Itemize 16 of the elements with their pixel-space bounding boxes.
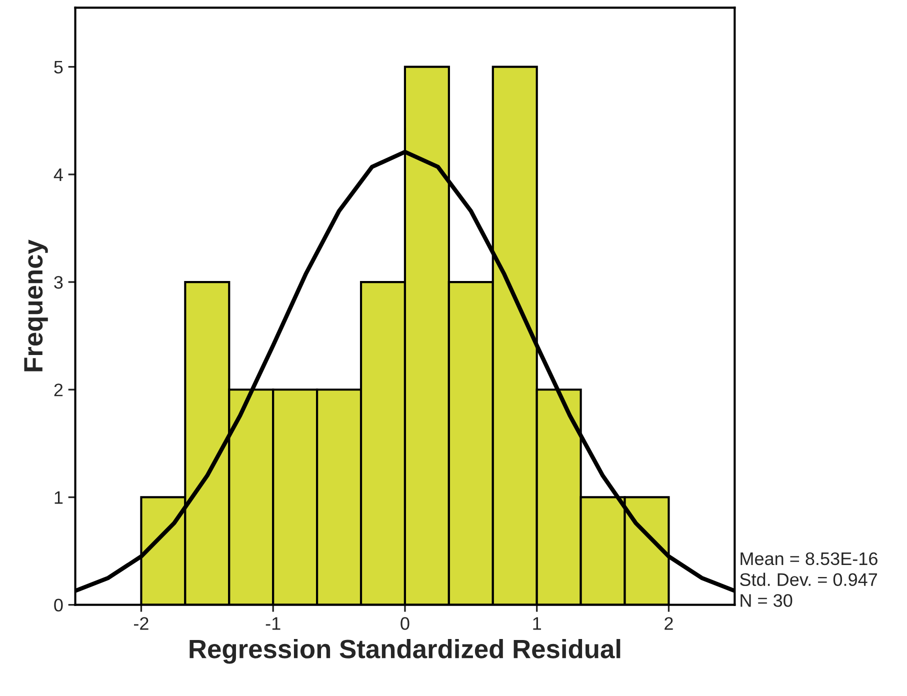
y-axis-title: Frequency — [24, 240, 48, 372]
text: N = 30 — [740, 594, 792, 607]
y-tick-label: 0 — [54, 598, 63, 612]
y-tick-label: 3 — [54, 276, 63, 289]
y-tick-label: 1 — [54, 491, 63, 504]
y-tick-label: 5 — [54, 60, 63, 74]
y-tick-label: 4 — [54, 168, 63, 181]
x-tick-label: 1 — [533, 617, 541, 630]
x-axis-title: Regression Standardized Residual — [190, 639, 620, 664]
text: Mean = 8.53E-16 — [740, 552, 878, 566]
y-tick-label: 2 — [54, 384, 63, 396]
x-tick-label: 0 — [400, 617, 410, 630]
text: Std. Dev. = 0.947 — [740, 572, 877, 586]
x-tick-label: -2 — [134, 617, 148, 630]
x-tick-label: 2 — [664, 617, 673, 630]
x-tick-label: -1 — [266, 617, 280, 630]
